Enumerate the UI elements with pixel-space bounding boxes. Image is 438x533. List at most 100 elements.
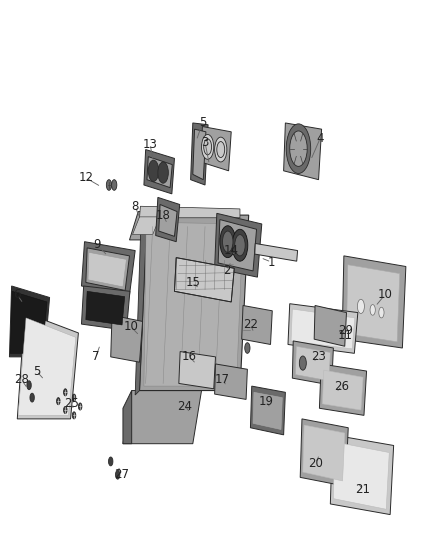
Polygon shape: [346, 265, 400, 342]
Polygon shape: [300, 419, 348, 486]
Polygon shape: [159, 205, 177, 236]
Polygon shape: [144, 222, 243, 386]
Polygon shape: [215, 213, 262, 277]
Polygon shape: [251, 386, 286, 435]
Polygon shape: [218, 220, 257, 271]
Circle shape: [109, 457, 113, 466]
Text: 11: 11: [337, 329, 352, 342]
Text: 5: 5: [199, 117, 206, 130]
Polygon shape: [133, 217, 160, 235]
Text: 14: 14: [224, 244, 239, 257]
Text: 17: 17: [215, 374, 230, 386]
Circle shape: [223, 231, 233, 252]
Polygon shape: [17, 312, 78, 419]
Circle shape: [232, 229, 248, 261]
Text: 5: 5: [33, 365, 40, 377]
Circle shape: [379, 307, 384, 318]
Text: 23: 23: [311, 350, 326, 364]
Polygon shape: [322, 370, 363, 410]
Polygon shape: [144, 150, 174, 194]
Circle shape: [220, 226, 236, 257]
Circle shape: [78, 403, 82, 410]
Polygon shape: [292, 341, 333, 385]
Circle shape: [112, 180, 117, 190]
Polygon shape: [333, 442, 389, 509]
Polygon shape: [86, 248, 130, 290]
Text: 15: 15: [185, 276, 200, 289]
Text: 21: 21: [356, 483, 371, 496]
Text: 7: 7: [92, 350, 99, 364]
Circle shape: [72, 394, 76, 401]
Circle shape: [72, 412, 76, 419]
Text: 3: 3: [201, 136, 209, 149]
Polygon shape: [81, 241, 135, 295]
Polygon shape: [10, 286, 49, 357]
Polygon shape: [191, 123, 208, 185]
Circle shape: [357, 300, 364, 313]
Text: 28: 28: [14, 374, 29, 386]
Polygon shape: [303, 425, 345, 481]
Text: 13: 13: [143, 138, 157, 151]
Polygon shape: [284, 123, 321, 180]
Polygon shape: [255, 244, 297, 261]
Polygon shape: [193, 129, 206, 180]
Polygon shape: [18, 318, 76, 415]
Polygon shape: [123, 391, 201, 443]
Circle shape: [158, 162, 168, 183]
Circle shape: [116, 470, 120, 479]
Polygon shape: [11, 292, 47, 353]
Polygon shape: [140, 206, 240, 218]
Circle shape: [286, 124, 311, 173]
Polygon shape: [147, 157, 172, 188]
Text: 16: 16: [182, 350, 197, 364]
Circle shape: [235, 235, 245, 256]
Text: 12: 12: [78, 172, 93, 184]
Polygon shape: [215, 364, 247, 399]
Circle shape: [245, 343, 250, 353]
Text: 22: 22: [243, 318, 258, 330]
Polygon shape: [86, 292, 125, 325]
Circle shape: [217, 142, 225, 158]
Polygon shape: [314, 305, 346, 346]
Text: 27: 27: [115, 468, 130, 481]
Circle shape: [64, 407, 67, 414]
Circle shape: [64, 389, 67, 396]
Circle shape: [27, 381, 31, 390]
Text: 4: 4: [317, 132, 324, 144]
Circle shape: [57, 398, 60, 405]
Polygon shape: [174, 257, 234, 302]
Circle shape: [215, 137, 227, 162]
Polygon shape: [342, 256, 406, 348]
Circle shape: [106, 180, 112, 190]
Polygon shape: [330, 435, 394, 514]
Polygon shape: [88, 252, 127, 287]
Text: 19: 19: [259, 394, 274, 408]
Polygon shape: [201, 126, 231, 171]
Polygon shape: [242, 305, 272, 344]
Circle shape: [148, 160, 159, 181]
Polygon shape: [123, 391, 132, 443]
Polygon shape: [291, 309, 355, 349]
Text: 24: 24: [177, 400, 192, 413]
Text: 6: 6: [14, 288, 21, 301]
Text: 18: 18: [155, 208, 170, 222]
Circle shape: [30, 393, 34, 402]
Circle shape: [201, 134, 214, 159]
Text: 29: 29: [338, 324, 353, 337]
Circle shape: [290, 131, 307, 166]
Polygon shape: [140, 215, 249, 391]
Polygon shape: [295, 346, 330, 381]
Circle shape: [299, 356, 306, 370]
Circle shape: [370, 304, 375, 315]
Text: 9: 9: [93, 238, 100, 251]
Polygon shape: [130, 212, 164, 240]
Text: 2: 2: [223, 264, 231, 278]
Polygon shape: [155, 197, 180, 241]
Polygon shape: [319, 364, 367, 415]
Polygon shape: [81, 286, 130, 330]
Circle shape: [204, 139, 212, 155]
Text: 8: 8: [131, 200, 139, 213]
Text: 20: 20: [308, 457, 323, 470]
Polygon shape: [111, 315, 143, 362]
Polygon shape: [179, 352, 215, 389]
